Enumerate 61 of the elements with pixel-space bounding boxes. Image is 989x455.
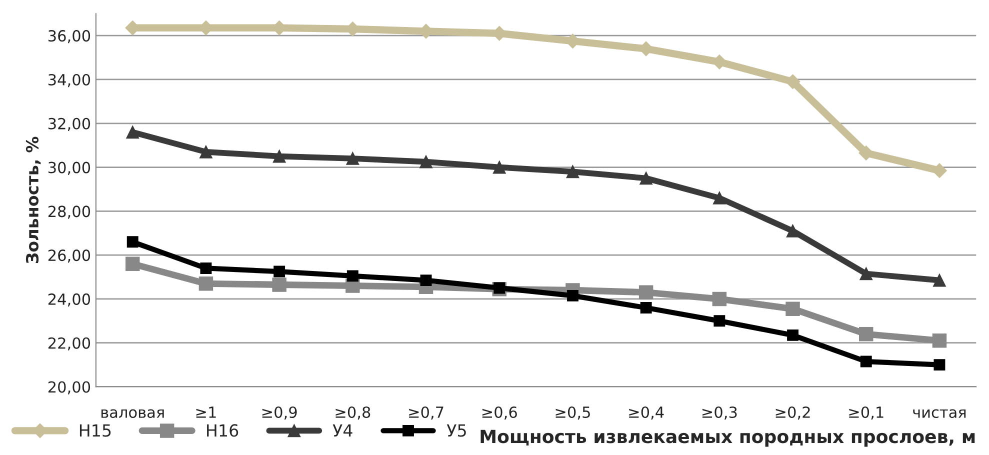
point xyxy=(274,266,286,278)
point xyxy=(934,359,946,371)
legend-label: У5 xyxy=(446,424,466,437)
legend-label: Н16 xyxy=(207,424,238,437)
point xyxy=(126,126,140,139)
x-tick-label: ≥0,7 xyxy=(409,406,444,420)
point xyxy=(860,356,872,368)
y-tick-label: 34,00 xyxy=(48,74,90,88)
point xyxy=(420,274,432,286)
x-tick-label: ≥0,1 xyxy=(849,406,884,420)
y-axis-title: Зольность, % xyxy=(26,136,41,264)
point xyxy=(786,224,800,238)
point xyxy=(932,334,947,348)
point xyxy=(126,236,138,248)
point xyxy=(712,292,727,306)
point xyxy=(860,267,873,280)
point xyxy=(125,256,140,271)
point xyxy=(272,150,286,163)
x-tick-label: ≥0,4 xyxy=(629,406,664,420)
point xyxy=(712,192,726,204)
point xyxy=(420,155,432,168)
y-tick-label: 24,00 xyxy=(48,293,90,307)
point xyxy=(346,270,358,282)
x-tick-label: ≥0,5 xyxy=(556,406,590,420)
y-tick-label: 20,00 xyxy=(48,381,90,394)
x-tick-label: ≥0,6 xyxy=(482,406,517,420)
point xyxy=(714,315,726,327)
point xyxy=(638,285,654,300)
x-tick-label: ≥0,8 xyxy=(336,406,370,420)
y-tick-label: 28,00 xyxy=(48,206,90,219)
x-tick-label: валовая xyxy=(101,409,164,418)
point xyxy=(859,326,874,342)
y-tick-label: 32,00 xyxy=(48,118,90,131)
point xyxy=(200,262,212,274)
point xyxy=(272,278,286,292)
x-axis-title: Мощность извлекаемых породных прослоев, м xyxy=(480,430,975,447)
y-tick-label: 30,00 xyxy=(48,162,90,175)
point xyxy=(198,276,214,291)
x-tick-label: ≥0,3 xyxy=(702,406,737,420)
point xyxy=(566,290,578,302)
x-tick-label: чистая xyxy=(913,409,966,418)
legend-label: У4 xyxy=(332,424,352,437)
point xyxy=(200,145,212,158)
point xyxy=(566,165,580,178)
point xyxy=(785,74,800,90)
point xyxy=(787,329,798,341)
point xyxy=(640,302,652,314)
point xyxy=(640,172,652,185)
point xyxy=(346,152,360,165)
point xyxy=(492,160,506,174)
y-tick-label: 22,00 xyxy=(48,337,90,350)
point xyxy=(786,302,800,316)
y-tick-label: 36,00 xyxy=(48,30,90,44)
point xyxy=(932,163,947,178)
x-tick-label: ≥0,9 xyxy=(262,406,297,420)
point xyxy=(933,274,946,287)
x-tick-label: ≥0,2 xyxy=(776,406,810,420)
x-tick-label: ≥1 xyxy=(196,406,216,418)
legend-label: Н15 xyxy=(80,424,111,437)
y-tick-label: 26,00 xyxy=(48,250,90,263)
point xyxy=(494,282,506,294)
